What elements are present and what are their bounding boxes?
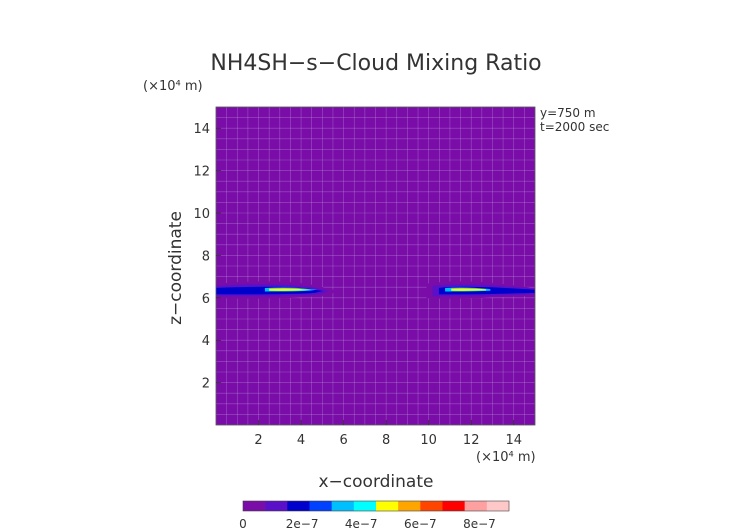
- annotation-time: t=2000 sec: [540, 120, 609, 134]
- y-tick-label: 6: [202, 292, 210, 307]
- x-tick-label: 14: [505, 433, 522, 448]
- cloud-contour-5: [269, 288, 312, 291]
- x-tick-label: 10: [420, 433, 437, 448]
- colorbar-tick-label: 2e−7: [286, 517, 319, 531]
- colorbar-swatch: [265, 501, 288, 511]
- colorbar-swatch: [486, 501, 510, 511]
- x-tick-label: 4: [297, 433, 305, 448]
- chart-title: NH4SH−s−Cloud Mixing Ratio: [210, 51, 541, 76]
- annotation-y: y=750 m: [540, 106, 596, 120]
- cloud-band-2: [426, 281, 535, 299]
- colorbar-tick-label: 6e−7: [404, 517, 437, 531]
- colorbar-tick-label: 8e−7: [463, 517, 496, 531]
- x-tick-label: 12: [463, 433, 480, 448]
- x-axis-ticks: 2 4 6 8 10 12 14: [254, 420, 522, 448]
- colorbar-ticks: 0 2e−7 4e−7 6e−7 8e−7: [239, 517, 496, 531]
- x-axis-label: x−coordinate: [319, 472, 434, 492]
- colorbar-swatch: [420, 501, 443, 511]
- colorbar: [242, 500, 510, 512]
- cloud-contour-5: [451, 288, 487, 291]
- plot-area: [215, 106, 536, 426]
- colorbar-swatch: [353, 501, 377, 511]
- colorbar-swatch: [309, 501, 332, 511]
- colorbar-swatch: [331, 501, 355, 511]
- y-tick-label: 4: [202, 334, 210, 349]
- colorbar-swatch: [464, 501, 488, 511]
- colorbar-swatch: [442, 501, 465, 511]
- y-tick-label: 10: [193, 207, 210, 222]
- y-tick-label: 8: [202, 249, 210, 264]
- y-tick-label: 14: [193, 122, 210, 137]
- y-tick-label: 12: [193, 165, 210, 180]
- colorbar-swatch: [287, 501, 310, 511]
- colorbar-tick-label: 4e−7: [345, 517, 378, 531]
- plot-frame: [215, 106, 536, 426]
- x-tick-label: 8: [382, 433, 390, 448]
- x-unit-label: (×10⁴ m): [476, 450, 536, 465]
- y-unit-label: (×10⁴ m): [143, 79, 203, 94]
- y-tick-label: 2: [202, 377, 210, 392]
- colorbar-swatch: [243, 501, 266, 511]
- y-axis-label: z−coordinate: [166, 211, 186, 325]
- colorbar-swatch: [376, 501, 399, 511]
- colorbar-tick-label: 0: [239, 517, 247, 531]
- cloud-band-1: [216, 281, 339, 299]
- colorbar-frame: [242, 500, 510, 512]
- y-axis-ticks: 2 4 6 8 10 12 14: [193, 122, 221, 392]
- x-tick-label: 6: [339, 433, 347, 448]
- x-tick-label: 2: [254, 433, 262, 448]
- colorbar-swatch: [398, 501, 421, 511]
